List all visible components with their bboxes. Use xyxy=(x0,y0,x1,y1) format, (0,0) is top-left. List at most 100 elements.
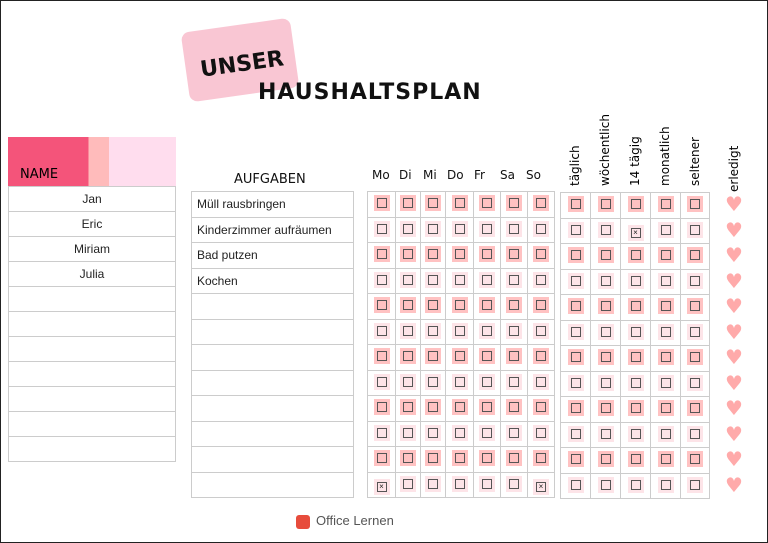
checkbox[interactable] xyxy=(627,349,644,366)
checkbox[interactable] xyxy=(400,475,416,492)
checkbox[interactable] xyxy=(687,196,703,213)
heart-icon[interactable]: ♥ xyxy=(725,217,743,242)
task-cell[interactable] xyxy=(191,420,354,447)
checkbox[interactable] xyxy=(533,246,549,263)
checkbox[interactable] xyxy=(425,220,441,237)
checkbox[interactable] xyxy=(597,272,614,289)
checkbox[interactable] xyxy=(400,373,416,390)
checkbox[interactable] xyxy=(687,425,703,442)
checkbox[interactable] xyxy=(506,322,522,339)
checkbox[interactable] xyxy=(425,450,441,467)
checkbox[interactable] xyxy=(373,399,390,416)
checkbox[interactable] xyxy=(657,221,674,238)
checkbox[interactable] xyxy=(533,450,549,467)
checkbox[interactable] xyxy=(533,271,549,288)
name-cell[interactable] xyxy=(8,311,176,337)
checkbox[interactable] xyxy=(597,298,614,315)
checkbox[interactable] xyxy=(567,272,584,289)
checkbox[interactable] xyxy=(567,425,584,442)
checkbox[interactable] xyxy=(506,220,522,237)
name-cell[interactable] xyxy=(8,411,176,437)
checkbox[interactable] xyxy=(506,271,522,288)
checkbox[interactable] xyxy=(451,424,468,441)
heart-icon[interactable]: ♥ xyxy=(725,396,743,420)
checkbox[interactable] xyxy=(567,400,584,417)
checkbox[interactable] xyxy=(657,196,674,213)
checkbox[interactable] xyxy=(425,322,441,339)
checkbox[interactable] xyxy=(451,373,468,390)
checkbox[interactable] xyxy=(400,348,416,365)
task-cell[interactable]: Kochen xyxy=(191,267,354,294)
checkbox[interactable] xyxy=(373,195,390,212)
checkbox[interactable] xyxy=(657,298,674,315)
checkbox[interactable] xyxy=(657,400,674,417)
checkbox[interactable] xyxy=(479,373,495,390)
checkbox[interactable] xyxy=(479,348,495,365)
checkbox[interactable] xyxy=(425,475,441,492)
checkbox[interactable] xyxy=(506,399,522,416)
checkbox[interactable] xyxy=(597,374,614,391)
checkbox[interactable] xyxy=(687,298,703,315)
checkbox[interactable] xyxy=(451,322,468,339)
checkbox[interactable] xyxy=(373,450,390,467)
checkbox[interactable] xyxy=(451,271,468,288)
heart-icon[interactable]: ♥ xyxy=(725,294,743,318)
checkbox[interactable] xyxy=(627,425,644,442)
checkbox[interactable] xyxy=(533,373,549,390)
task-cell[interactable]: Müll rausbringen xyxy=(191,191,354,218)
checkbox[interactable] xyxy=(597,476,614,493)
heart-icon[interactable]: ♥ xyxy=(725,472,743,497)
checkbox[interactable] xyxy=(425,399,441,416)
checkbox[interactable] xyxy=(400,399,416,416)
checkbox[interactable] xyxy=(479,475,495,492)
checkbox[interactable] xyxy=(451,348,468,365)
task-cell[interactable]: Kinderzimmer aufräumen xyxy=(191,216,354,243)
checkbox[interactable] xyxy=(657,349,674,366)
checkbox[interactable] xyxy=(687,400,703,417)
checkbox[interactable] xyxy=(506,297,522,314)
checkbox[interactable] xyxy=(479,399,495,416)
checkbox[interactable] xyxy=(400,297,416,314)
checkbox[interactable] xyxy=(373,246,390,263)
checkbox[interactable] xyxy=(533,195,549,212)
checkbox[interactable] xyxy=(425,271,441,288)
checkbox[interactable] xyxy=(627,374,644,391)
checkbox[interactable] xyxy=(533,348,549,365)
checkbox[interactable] xyxy=(479,271,495,288)
name-cell[interactable]: Eric xyxy=(8,211,176,237)
task-cell[interactable]: Bad putzen xyxy=(191,242,354,269)
checkbox[interactable] xyxy=(627,451,644,468)
checkbox[interactable] xyxy=(657,272,674,289)
task-cell[interactable] xyxy=(191,395,354,422)
checkbox[interactable] xyxy=(627,400,644,417)
checkbox[interactable] xyxy=(597,196,614,213)
checkbox[interactable] xyxy=(479,246,495,263)
checkbox[interactable] xyxy=(627,476,644,493)
checkbox[interactable] xyxy=(597,451,614,468)
checkbox[interactable]: × xyxy=(627,224,644,241)
checkbox[interactable] xyxy=(400,322,416,339)
checkbox[interactable] xyxy=(627,323,644,340)
checkbox[interactable] xyxy=(425,246,441,263)
checkbox[interactable] xyxy=(400,271,416,288)
checkbox[interactable] xyxy=(479,195,495,212)
checkbox[interactable] xyxy=(451,399,468,416)
checkbox[interactable] xyxy=(567,349,584,366)
name-cell[interactable] xyxy=(8,436,176,462)
checkbox[interactable] xyxy=(425,373,441,390)
checkbox[interactable] xyxy=(373,220,390,237)
name-cell[interactable]: Miriam xyxy=(8,236,176,262)
checkbox[interactable] xyxy=(451,450,468,467)
checkbox[interactable] xyxy=(506,450,522,467)
name-cell[interactable]: Jan xyxy=(8,186,176,212)
task-cell[interactable] xyxy=(191,446,354,473)
checkbox[interactable] xyxy=(597,247,614,264)
checkbox[interactable] xyxy=(373,424,390,441)
checkbox[interactable] xyxy=(373,373,390,390)
checkbox[interactable] xyxy=(533,297,549,314)
checkbox[interactable] xyxy=(627,298,644,315)
checkbox[interactable] xyxy=(687,221,703,238)
task-cell[interactable] xyxy=(191,471,354,498)
checkbox[interactable] xyxy=(400,220,416,237)
checkbox[interactable] xyxy=(687,247,703,264)
